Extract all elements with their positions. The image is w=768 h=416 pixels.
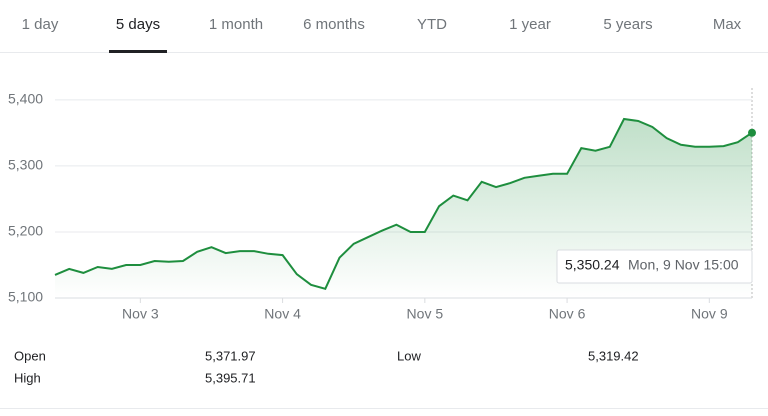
tab[interactable]: 1 month (209, 16, 263, 33)
stat-label: Open (14, 348, 46, 363)
x-tick-label: Nov 3 (122, 306, 159, 322)
tooltip-time: Mon, 9 Nov 15:00 (628, 257, 739, 273)
tab[interactable]: Max (713, 16, 742, 33)
x-tick-label: Nov 6 (549, 306, 586, 322)
tooltip-value: 5,350.24 (565, 257, 620, 273)
tab[interactable]: 1 day (22, 16, 59, 33)
x-tick-label: Nov 9 (691, 306, 728, 322)
x-tick-label: Nov 5 (407, 306, 444, 322)
tab[interactable]: 5 days (116, 16, 160, 33)
y-tick-label: 5,100 (8, 289, 43, 305)
tab[interactable]: 5 years (603, 16, 652, 33)
stat-value: 5,319.42 (588, 348, 639, 363)
y-tick-label: 5,200 (8, 223, 43, 239)
stat-label: Low (397, 348, 421, 363)
tab[interactable]: 6 months (303, 16, 365, 33)
x-tick-label: Nov 4 (264, 306, 301, 322)
price-line (54, 117, 753, 290)
tab[interactable]: YTD (417, 16, 447, 33)
tab-underline (109, 50, 167, 53)
end-dot (748, 128, 756, 137)
y-tick-label: 5,400 (8, 91, 43, 107)
y-tick-label: 5,300 (8, 157, 43, 173)
tooltip (556, 249, 753, 284)
stat-value: 5,371.97 (205, 348, 256, 363)
stat-label: High (14, 370, 41, 385)
tab[interactable]: 1 year (509, 16, 551, 33)
stat-value: 5,395.71 (205, 370, 256, 385)
